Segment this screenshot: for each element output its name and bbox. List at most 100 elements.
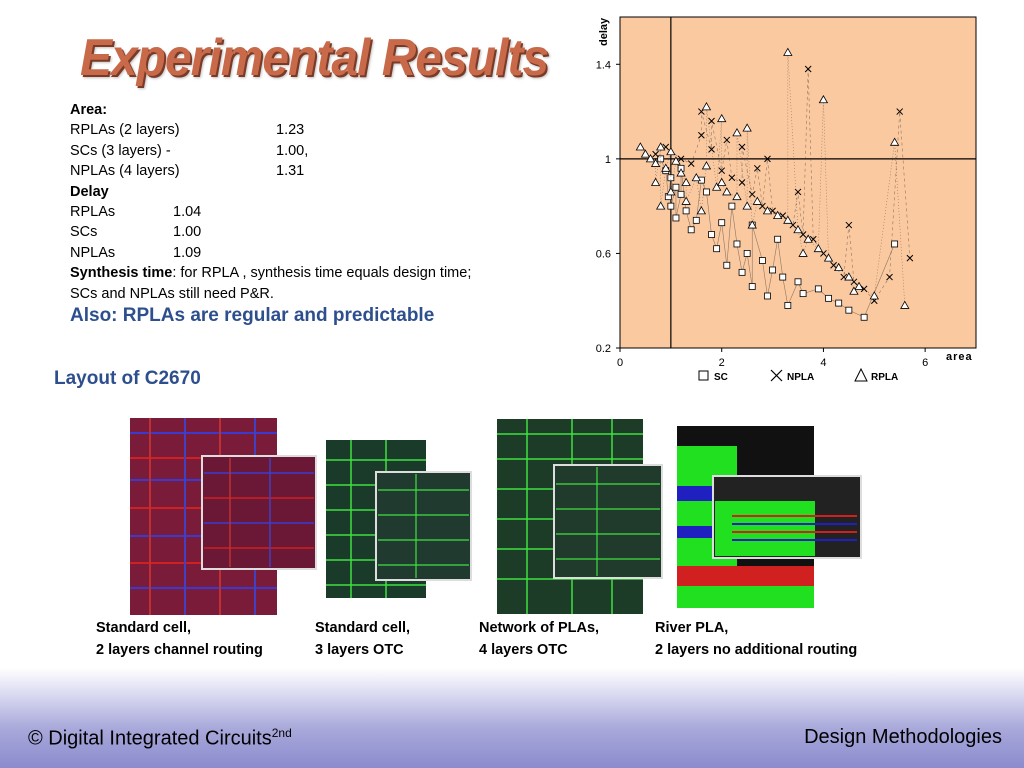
area-heading: Area:	[70, 102, 108, 118]
sc-point	[667, 202, 675, 210]
rpla-point	[666, 146, 676, 156]
layout-title: Layout of C2670	[54, 368, 201, 389]
legend: SC NPLA RPLA	[698, 367, 898, 383]
npla-point	[738, 143, 746, 151]
npla-point	[896, 108, 904, 115]
y-tick-label: 1	[605, 154, 611, 166]
rpla-point	[844, 272, 854, 281]
rpla-point	[803, 234, 813, 243]
npla-point	[652, 150, 659, 158]
npla-point	[748, 190, 756, 198]
sc-point	[825, 294, 832, 302]
rpla-point	[783, 47, 793, 56]
rpla-point	[813, 243, 824, 253]
sc-point	[672, 183, 680, 191]
npla-point	[753, 164, 761, 172]
rpla-point	[742, 123, 752, 132]
sc-point	[723, 261, 731, 269]
sc-point	[743, 250, 751, 257]
rpla-point	[681, 177, 691, 186]
rpla-point	[833, 262, 844, 272]
network-of-plas-layout-image	[497, 419, 663, 614]
npla-point	[886, 273, 893, 281]
sc-point	[672, 214, 680, 222]
area-row: NPLAs (4 layers) 1.31	[70, 163, 305, 180]
sc-point	[799, 290, 807, 298]
sc-point	[718, 219, 726, 227]
rpla-point	[823, 253, 834, 262]
sc-point	[728, 202, 736, 210]
legend-npla-marker	[770, 369, 783, 382]
rpla-point	[650, 158, 661, 167]
npla-point	[687, 160, 695, 167]
sc-point	[814, 285, 822, 293]
caption-network-of-plas: Network of PLAs, 4 layers OTC	[479, 620, 600, 658]
npla-point	[677, 155, 685, 163]
npla-point	[708, 117, 715, 125]
rpla-point	[889, 137, 900, 146]
sc-point	[692, 216, 700, 224]
rpla-trend-line	[640, 52, 906, 306]
rpla-point	[701, 161, 712, 170]
npla-point	[764, 155, 771, 163]
legend-rpla-marker	[854, 367, 868, 382]
y-tick-label: 0.2	[596, 343, 611, 355]
sc-point	[748, 283, 756, 290]
synthesis-line: Synthesis time: for RPLA , synthesis tim…	[70, 265, 472, 282]
sc-point	[677, 190, 685, 198]
npla-point	[830, 261, 837, 269]
npla-point	[708, 146, 715, 153]
plot-area	[619, 16, 977, 349]
sc-point	[667, 174, 675, 182]
sc-point	[835, 299, 843, 307]
rpla-point	[681, 196, 691, 205]
rpla-point	[635, 142, 646, 151]
rpla-point	[722, 187, 732, 196]
sc-point	[703, 188, 710, 196]
delay-row: NPLAs 1.09	[70, 244, 202, 261]
delay-row: RPLAs 1.04	[70, 204, 202, 221]
caption-standard-cell-3-layers: Standard cell, 3 layers OTC	[315, 620, 411, 658]
y-tick-label: 1.4	[596, 59, 611, 71]
y-tick-label: 0.6	[596, 248, 611, 260]
x-tick-label: 0	[617, 357, 623, 369]
sc-point	[794, 278, 802, 286]
sc-point	[860, 313, 868, 321]
rpla-point	[655, 142, 666, 151]
rpla-point	[640, 149, 651, 158]
rpla-point	[798, 248, 808, 257]
y-axis-label: delay	[598, 17, 610, 46]
rpla-point	[676, 168, 686, 177]
area-row: RPLAs (2 layers) 1.23	[70, 122, 305, 139]
area-row: SCs (3 layers) -1.00,	[70, 142, 309, 159]
rpla-point	[854, 281, 864, 290]
slide-title: Experimental Results	[80, 29, 549, 87]
sc-point	[758, 257, 766, 264]
delay-heading: Delay	[70, 183, 109, 200]
npla-point	[804, 65, 812, 73]
rpla-point	[752, 196, 763, 205]
sc-point	[682, 207, 690, 215]
x-tick-label: 4	[820, 357, 826, 369]
rpla-point	[747, 220, 757, 229]
rpla-point	[655, 201, 666, 210]
npla-point	[723, 136, 731, 144]
sc-point	[713, 245, 721, 253]
npla-point	[698, 131, 705, 139]
sc-point	[779, 273, 787, 281]
plot-layer	[616, 17, 976, 352]
sc-point	[657, 155, 665, 163]
standard-cell-3-layer-layout-image	[326, 440, 472, 598]
rpla-point	[762, 206, 773, 215]
rpla-point	[793, 224, 803, 234]
sc-point	[774, 235, 782, 243]
rpla-point	[645, 154, 656, 163]
rpla-point	[783, 215, 793, 224]
x-tick-label: 2	[719, 357, 725, 369]
rpla-point	[666, 187, 676, 196]
x-axis-label: area	[946, 351, 973, 363]
npla-point	[738, 179, 746, 186]
river-pla-layout-image	[677, 426, 862, 608]
sc-point	[708, 231, 715, 238]
rpla-point	[701, 102, 712, 111]
